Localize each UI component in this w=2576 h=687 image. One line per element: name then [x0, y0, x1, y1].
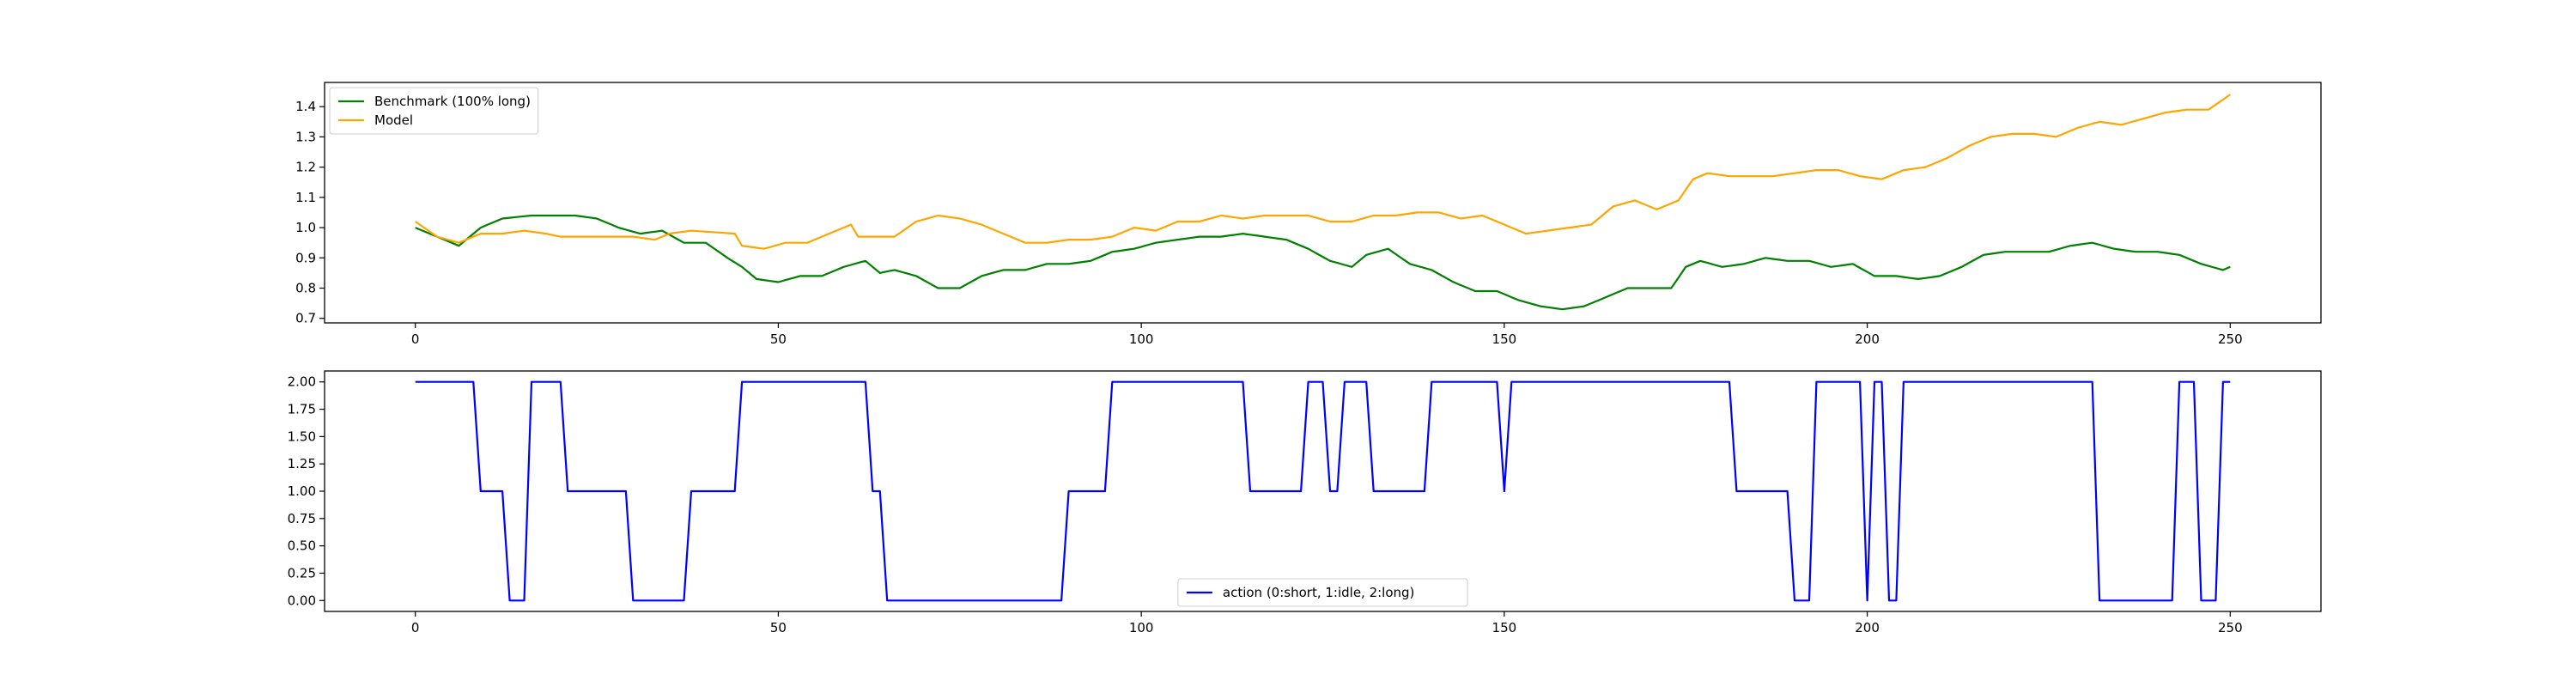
legend-label-0: action (0:short, 1:idle, 2:long)	[1223, 585, 1415, 600]
x-tick-label: 50	[770, 620, 787, 635]
legend-box	[1177, 578, 1468, 607]
y-tick-label: 0.7	[295, 311, 316, 326]
y-tick-label: 1.25	[288, 456, 316, 471]
action-chart: 0 50 100 150 200 250 0.00 0.25 0.50 0.75 1.00 1.25 1…	[288, 370, 2322, 635]
legend: action (0:short, 1:idle, 2:long)	[1177, 578, 1468, 607]
series-line-0	[415, 380, 2231, 602]
legend: Benchmark (100% long) Model	[329, 87, 539, 135]
axes-frame	[324, 82, 2322, 324]
series-line-1	[415, 94, 2231, 250]
x-tick-label: 100	[1129, 620, 1154, 635]
y-tick-label: 0.50	[288, 538, 316, 554]
price-chart: 0 50 100 150 200 250 0.7 0.8 0.9 1.0 1.1 1.2 1.3 1.4 B…	[295, 82, 2322, 347]
x-tick-label: 250	[2218, 620, 2243, 635]
y-tick-label: 2.00	[288, 374, 316, 390]
series-line-0	[415, 214, 2231, 311]
x-tick-label: 0	[411, 331, 420, 347]
y-tick-label: 1.1	[295, 190, 316, 205]
legend-label-1: Model	[374, 112, 413, 128]
y-tick-label: 1.2	[295, 160, 316, 175]
x-tick-label: 250	[2218, 331, 2243, 347]
x-tick-label: 150	[1492, 620, 1517, 635]
y-tick-label: 1.3	[295, 129, 316, 144]
x-tick-label: 200	[1855, 331, 1880, 347]
x-tick-label: 100	[1129, 331, 1154, 347]
y-tick-label: 0.25	[288, 565, 316, 581]
y-tick-label: 1.4	[295, 99, 316, 114]
y-tick-label: 0.00	[288, 593, 316, 608]
y-tick-label: 1.50	[288, 429, 316, 444]
y-tick-label: 1.00	[288, 483, 316, 499]
x-tick-label: 0	[411, 620, 420, 635]
y-tick-label: 0.8	[295, 280, 316, 295]
legend-label-0: Benchmark (100% long)	[374, 94, 531, 109]
legend-box	[329, 87, 539, 135]
y-tick-label: 0.75	[288, 511, 316, 526]
x-tick-label: 50	[770, 331, 787, 347]
y-tick-label: 1.75	[288, 402, 316, 417]
x-tick-label: 150	[1492, 331, 1517, 347]
y-tick-label: 1.0	[295, 220, 316, 235]
x-tick-label: 200	[1855, 620, 1880, 635]
y-tick-label: 0.9	[295, 250, 316, 265]
